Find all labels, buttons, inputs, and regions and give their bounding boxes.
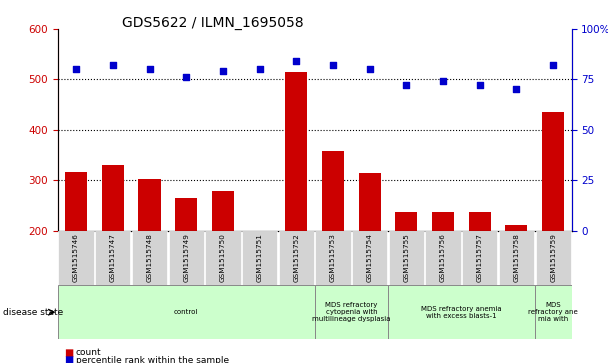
Bar bbox=[542, 112, 564, 331]
Text: GSM1515756: GSM1515756 bbox=[440, 233, 446, 282]
Text: ■: ■ bbox=[64, 348, 73, 358]
Bar bbox=[432, 212, 454, 331]
Bar bbox=[388, 285, 535, 339]
Bar bbox=[535, 285, 572, 339]
Text: GSM1515749: GSM1515749 bbox=[183, 233, 189, 282]
Bar bbox=[315, 285, 388, 339]
Point bbox=[181, 74, 191, 80]
Bar bbox=[505, 225, 528, 331]
Bar bbox=[242, 231, 277, 285]
Text: MDS refractory
cytopenia with
multilineage dysplasia: MDS refractory cytopenia with multilinea… bbox=[312, 302, 390, 322]
Bar bbox=[278, 231, 314, 285]
Text: GSM1515759: GSM1515759 bbox=[550, 233, 556, 282]
Point bbox=[475, 82, 485, 88]
Text: count: count bbox=[76, 348, 102, 357]
Point bbox=[365, 66, 375, 72]
Text: GSM1515754: GSM1515754 bbox=[367, 233, 373, 282]
Text: GSM1515748: GSM1515748 bbox=[147, 233, 153, 282]
Bar bbox=[469, 212, 491, 331]
Bar bbox=[316, 231, 351, 285]
Point bbox=[438, 78, 448, 84]
Bar bbox=[139, 179, 161, 331]
Text: GSM1515751: GSM1515751 bbox=[257, 233, 263, 282]
Text: GSM1515758: GSM1515758 bbox=[514, 233, 519, 282]
Point bbox=[145, 66, 154, 72]
Text: MDS
refractory ane
mia with: MDS refractory ane mia with bbox=[528, 302, 578, 322]
Bar bbox=[95, 231, 131, 285]
Bar bbox=[359, 172, 381, 331]
Point bbox=[108, 62, 118, 68]
Bar bbox=[65, 172, 87, 331]
Text: GSM1515753: GSM1515753 bbox=[330, 233, 336, 282]
Text: ■: ■ bbox=[64, 355, 73, 363]
Point bbox=[71, 66, 81, 72]
Bar bbox=[499, 231, 534, 285]
Bar bbox=[426, 231, 461, 285]
Text: GSM1515752: GSM1515752 bbox=[293, 233, 299, 282]
Bar bbox=[322, 151, 344, 331]
Point bbox=[548, 62, 558, 68]
Point bbox=[255, 66, 264, 72]
Text: GSM1515747: GSM1515747 bbox=[110, 233, 116, 282]
Bar bbox=[58, 231, 94, 285]
Bar bbox=[352, 231, 387, 285]
Text: GSM1515750: GSM1515750 bbox=[220, 233, 226, 282]
Bar bbox=[395, 212, 417, 331]
Point bbox=[291, 58, 301, 64]
Bar bbox=[175, 198, 197, 331]
Text: control: control bbox=[174, 309, 198, 315]
Text: percentile rank within the sample: percentile rank within the sample bbox=[76, 356, 229, 363]
Text: GSM1515757: GSM1515757 bbox=[477, 233, 483, 282]
Text: GSM1515746: GSM1515746 bbox=[73, 233, 79, 282]
Bar bbox=[102, 165, 124, 331]
Point bbox=[218, 69, 228, 74]
Bar bbox=[168, 231, 204, 285]
Point bbox=[328, 62, 338, 68]
Bar bbox=[212, 191, 234, 331]
Bar bbox=[206, 231, 241, 285]
Bar bbox=[132, 231, 167, 285]
Bar bbox=[389, 231, 424, 285]
Text: GSM1515755: GSM1515755 bbox=[403, 233, 409, 282]
Bar bbox=[58, 285, 315, 339]
Bar bbox=[536, 231, 571, 285]
Bar bbox=[285, 72, 307, 331]
Text: disease state: disease state bbox=[3, 308, 63, 317]
Point bbox=[401, 82, 411, 88]
Point bbox=[511, 86, 521, 92]
Bar bbox=[249, 231, 271, 331]
Text: MDS refractory anemia
with excess blasts-1: MDS refractory anemia with excess blasts… bbox=[421, 306, 502, 319]
Text: GDS5622 / ILMN_1695058: GDS5622 / ILMN_1695058 bbox=[122, 16, 303, 30]
Bar bbox=[462, 231, 497, 285]
